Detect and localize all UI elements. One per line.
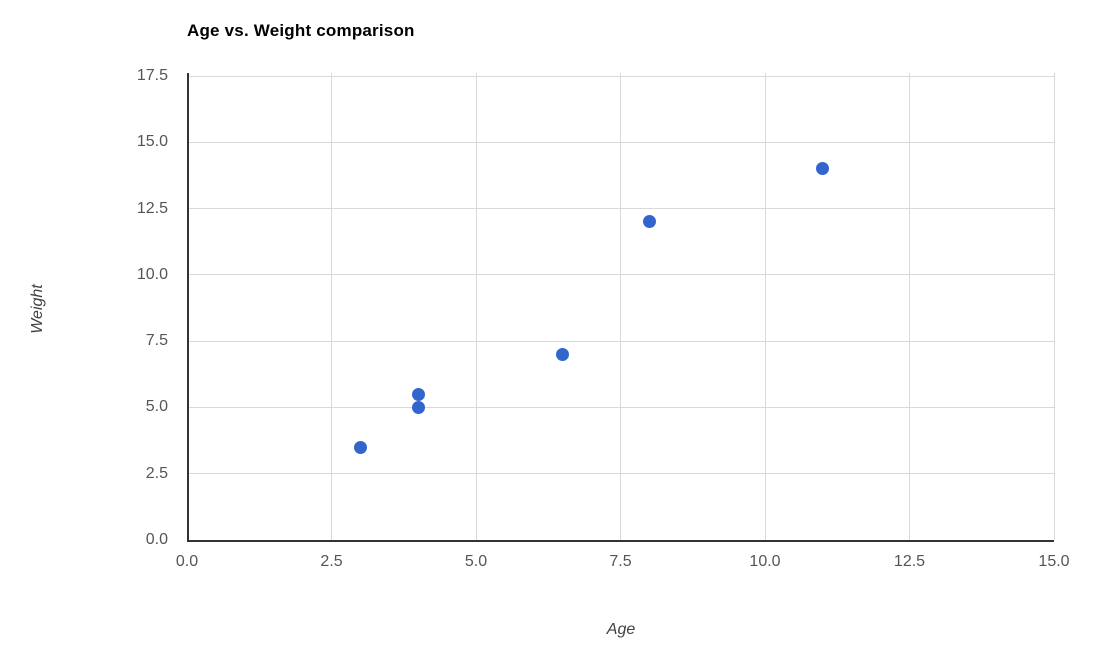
y-tick-label: 10.0 [136, 265, 168, 283]
x-tick-label: 15.0 [1038, 553, 1070, 570]
y-axis-line [187, 73, 189, 540]
plot-area [187, 73, 1055, 542]
x-axis-title: Age [606, 621, 636, 638]
v-gridline-12.5 [909, 73, 910, 540]
data-point [642, 215, 656, 229]
x-tick-label: 7.5 [609, 553, 632, 570]
x-axis-line [187, 540, 1054, 542]
x-tick-label: 10.0 [749, 553, 781, 570]
y-tick-label: 0.0 [145, 531, 168, 548]
y-tick-label: 15.0 [136, 133, 168, 151]
v-gridline-15.0 [1053, 73, 1055, 540]
x-tick-label: 12.5 [893, 553, 926, 570]
y-tick-label: 17.5 [136, 67, 168, 84]
v-gridline-2.5 [331, 73, 332, 540]
y-tick-label: 7.5 [145, 332, 168, 350]
y-tick-label: 2.5 [145, 464, 168, 482]
data-point [411, 387, 425, 401]
v-gridline-10.0 [764, 73, 766, 540]
y-tick-label: 5.0 [145, 398, 168, 416]
y-tick-label: 12.5 [136, 199, 168, 217]
data-point [816, 162, 830, 176]
data-point [353, 440, 367, 454]
x-tick-label: 5.0 [464, 553, 488, 570]
v-gridline-7.5 [620, 73, 621, 540]
x-tick-label: 0.0 [175, 553, 199, 570]
y-axis-title: Weight [29, 284, 46, 334]
chart-title: Age vs. Weight comparison [187, 21, 415, 40]
x-tick-label: 2.5 [320, 553, 343, 570]
data-point [556, 347, 570, 361]
v-gridline-5.0 [475, 73, 477, 540]
data-point [411, 400, 425, 414]
